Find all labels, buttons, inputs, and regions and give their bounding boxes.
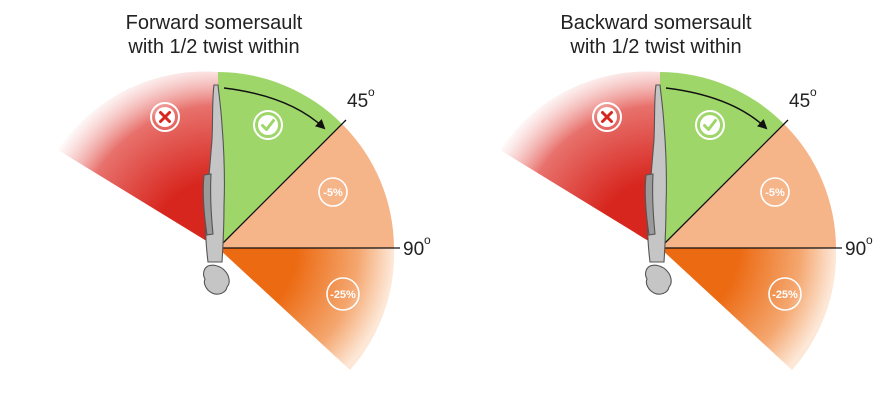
checkmark-circle-icon [253, 110, 283, 140]
minus-25-label: -25% [330, 289, 356, 301]
label-45: 45 [347, 91, 368, 112]
rotation-arrow [665, 87, 768, 130]
minus-25-badge: -25% [768, 277, 802, 311]
degree-symbol: o [866, 233, 873, 247]
degree-symbol: o [424, 233, 431, 247]
minus-25-zone [660, 248, 837, 370]
panel-forward: Forward somersault with 1/2 twist within… [58, 12, 431, 370]
minus-25-badge: -25% [326, 277, 360, 311]
x-circle-icon [592, 102, 622, 132]
gymnast-figure [202, 84, 230, 295]
minus-5-badge: -5% [318, 177, 348, 207]
rotation-arrow [223, 87, 326, 130]
gymnast-figure [644, 84, 672, 295]
degree-symbol: o [810, 85, 817, 99]
panel-backward: Backward somersault with 1/2 twist withi… [500, 12, 873, 370]
label-90: 90 [845, 239, 866, 260]
x-circle-icon [150, 102, 180, 132]
line-45-degrees [659, 119, 789, 249]
panel-title-line1: Backward somersault [560, 12, 752, 34]
degree-symbol: o [368, 85, 375, 99]
minus-25-zone [218, 248, 395, 370]
checkmark-circle-icon [695, 110, 725, 140]
minus-5-label: -5% [765, 187, 785, 199]
minus-5-label: -5% [323, 187, 343, 199]
panel-title-line2: with 1/2 twist within [127, 36, 299, 58]
label-45: 45 [789, 91, 810, 112]
minus-5-zone [218, 124, 394, 248]
minus-5-zone [660, 124, 836, 248]
accepted-zone [660, 72, 784, 248]
minus-25-label: -25% [772, 289, 798, 301]
reject-zone [58, 71, 218, 248]
minus-5-badge: -5% [760, 177, 790, 207]
accepted-zone [218, 72, 342, 248]
panel-title-line2: with 1/2 twist within [569, 36, 741, 58]
reject-zone [500, 71, 660, 248]
label-90: 90 [403, 239, 424, 260]
panel-title-line1: Forward somersault [126, 12, 303, 34]
line-45-degrees [217, 119, 347, 249]
